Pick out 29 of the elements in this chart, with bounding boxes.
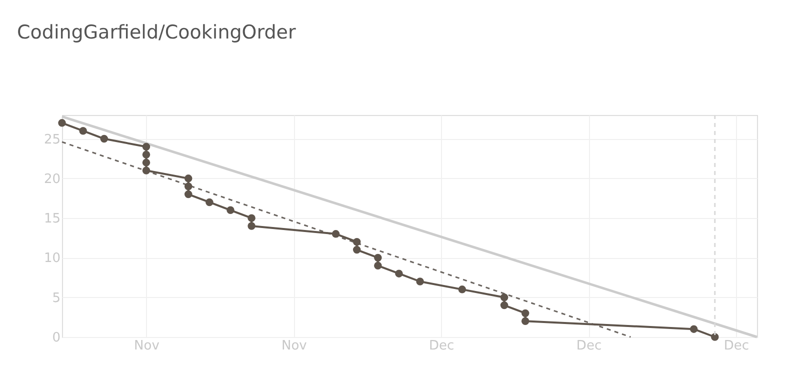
point [416, 278, 424, 286]
point [142, 166, 150, 174]
point [206, 198, 214, 206]
point [142, 150, 150, 159]
point [79, 126, 87, 135]
point [374, 254, 382, 262]
point [184, 182, 192, 190]
point [142, 158, 150, 166]
point [248, 214, 256, 222]
point [395, 270, 403, 278]
point [332, 230, 340, 238]
point [374, 262, 382, 270]
chart-title: CodingGarfield/CookingOrder [17, 21, 296, 44]
point [458, 286, 466, 294]
point [521, 317, 530, 326]
point [500, 301, 508, 310]
point [226, 206, 234, 214]
point [352, 246, 361, 254]
point [184, 174, 192, 182]
point [521, 309, 530, 318]
point [142, 142, 150, 151]
point [58, 119, 66, 127]
point [352, 238, 361, 246]
point [100, 134, 108, 143]
point [690, 325, 698, 333]
point [248, 222, 256, 230]
point [500, 293, 508, 302]
point [711, 333, 719, 341]
point [184, 190, 192, 198]
